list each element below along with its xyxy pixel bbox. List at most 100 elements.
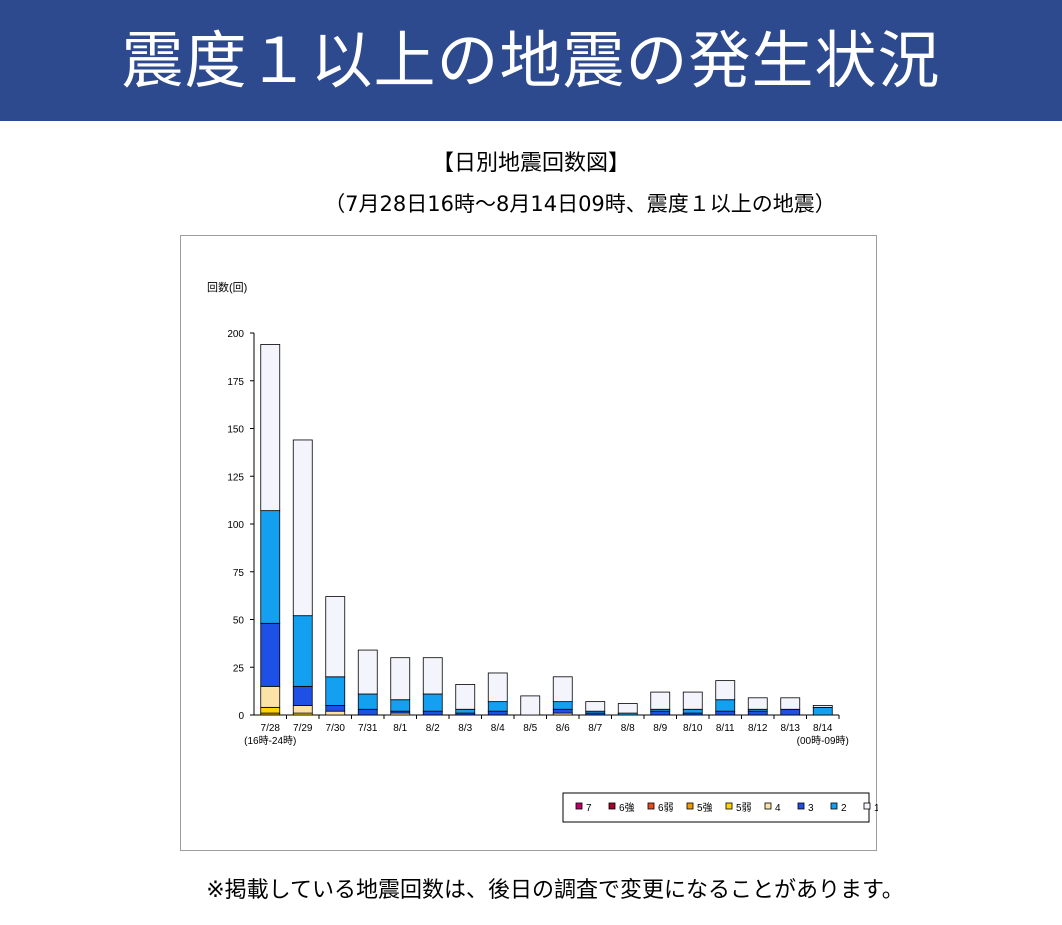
x-tick-label: 8/13 xyxy=(781,723,801,734)
y-tick-label: 125 xyxy=(227,472,244,483)
daily-earthquake-count-chart: 回数(回) 0 25 50 75 100 125 150 175 200 7/28 7/29 7/30 7… xyxy=(207,281,878,823)
x-tick-label: 8/8 xyxy=(621,723,635,734)
bar-segment xyxy=(812,705,833,708)
bar-segment xyxy=(325,676,346,706)
y-tick-label: 200 xyxy=(227,329,244,340)
bar-segment xyxy=(682,708,703,714)
bar-segment xyxy=(715,710,736,716)
legend-swatch xyxy=(725,802,733,810)
bar-segment xyxy=(325,705,346,712)
legend-swatch xyxy=(575,802,583,810)
x-category-note: (16時-24時) xyxy=(244,735,296,747)
bar-segment xyxy=(292,705,313,714)
x-tick-label: 8/3 xyxy=(458,723,472,734)
bar-segment xyxy=(292,685,313,706)
bar-segment xyxy=(780,708,801,716)
y-tick-label: 0 xyxy=(238,711,244,722)
bar-segment xyxy=(390,699,411,712)
legend-label: 7 xyxy=(586,803,592,814)
x-tick-label: 8/10 xyxy=(683,723,703,734)
bar-segment xyxy=(650,710,671,716)
x-tick-label: 8/2 xyxy=(426,723,440,734)
bar-segment xyxy=(682,691,703,710)
bar-segment xyxy=(260,685,281,708)
bar-segment xyxy=(747,710,768,716)
y-tick-label: 100 xyxy=(227,520,244,531)
bar-segment xyxy=(260,706,281,714)
bar-segment xyxy=(260,344,281,512)
bar-segment xyxy=(617,703,638,714)
chart-frame: 回数(回) 0 25 50 75 100 125 150 175 200 7/28 7/29 7/30 7… xyxy=(180,235,878,851)
bar-segment xyxy=(585,701,606,712)
legend-swatch xyxy=(647,802,655,810)
x-tick-label: 8/1 xyxy=(393,723,407,734)
bar-segment xyxy=(487,710,508,716)
x-tick-label: 8/12 xyxy=(748,723,768,734)
legend-label: 5弱 xyxy=(736,802,752,814)
x-tick-label: 8/5 xyxy=(523,723,537,734)
legend-label: 2 xyxy=(841,803,847,814)
legend-label: 6強 xyxy=(619,801,635,814)
y-tick-label: 25 xyxy=(233,663,245,674)
chart-title: 【日別地震回数図】 xyxy=(431,151,630,176)
y-axis-label: 回数(回) xyxy=(207,281,247,294)
bar-segment xyxy=(552,676,573,703)
x-tick-label: 7/31 xyxy=(358,723,378,734)
bar-segment xyxy=(357,693,378,710)
bar-segment xyxy=(325,710,346,716)
y-tick-label: 150 xyxy=(227,425,244,436)
y-tick-label: 50 xyxy=(233,616,245,627)
bar-segment xyxy=(715,680,736,701)
bar-segment xyxy=(520,695,541,716)
y-tick-label: 175 xyxy=(227,377,244,388)
legend-label: 3 xyxy=(808,803,814,814)
bar-segment xyxy=(292,439,313,617)
legend-swatch xyxy=(608,802,616,810)
bar-segment xyxy=(357,649,378,695)
bar-segment xyxy=(552,701,573,710)
bar-segment xyxy=(455,708,476,714)
title-banner: 震度１以上の地震の発生状況 xyxy=(0,0,1062,121)
x-tick-label: 8/6 xyxy=(556,723,570,734)
x-tick-label: 8/14 xyxy=(813,723,833,734)
x-tick-label: 8/4 xyxy=(491,723,505,734)
legend-label: 4 xyxy=(775,803,781,814)
bar-segment xyxy=(422,693,443,712)
footnote: ※掲載している地震回数は、後日の調査で変更になることがあります。 xyxy=(206,878,904,903)
bar-segment xyxy=(422,657,443,695)
legend-label: 5強 xyxy=(697,801,713,814)
x-tick-label: 8/9 xyxy=(653,723,667,734)
x-category-note: (00時-09時) xyxy=(797,735,849,747)
y-tick-label: 75 xyxy=(233,568,245,579)
x-tick-label: 7/29 xyxy=(293,723,313,734)
legend-swatch xyxy=(797,802,805,810)
bar-segment xyxy=(260,622,281,687)
bar-segment xyxy=(747,697,768,710)
x-tick-label: 8/7 xyxy=(588,723,602,734)
bar-segment xyxy=(292,615,313,687)
bar-segment xyxy=(715,699,736,712)
bar-segment xyxy=(325,596,346,678)
legend-swatch xyxy=(686,802,694,810)
bar-segment xyxy=(422,710,443,716)
bar-segment xyxy=(390,657,411,701)
bar-segment xyxy=(812,706,833,716)
bar-segment xyxy=(552,708,573,714)
legend-label: 6弱 xyxy=(658,802,674,814)
legend-swatch xyxy=(764,802,772,810)
bar-segment xyxy=(357,708,378,716)
x-tick-label: 8/11 xyxy=(716,723,735,734)
bar-segment xyxy=(260,510,281,624)
page-title: 震度１以上の地震の発生状況 xyxy=(121,24,941,97)
bar-segment xyxy=(780,697,801,710)
chart-subtitle: （7月28日16時～8月14日09時、震度１以上の地震） xyxy=(324,192,836,216)
bar-segment xyxy=(455,684,476,710)
legend-label: 1 xyxy=(874,803,878,814)
x-tick-label: 7/28 xyxy=(261,723,281,734)
bar-segment xyxy=(650,691,671,710)
legend-swatch xyxy=(830,802,838,810)
bar-segment xyxy=(487,701,508,712)
x-tick-label: 7/30 xyxy=(326,723,346,734)
legend-swatch xyxy=(863,802,871,810)
bar-segment xyxy=(487,672,508,703)
